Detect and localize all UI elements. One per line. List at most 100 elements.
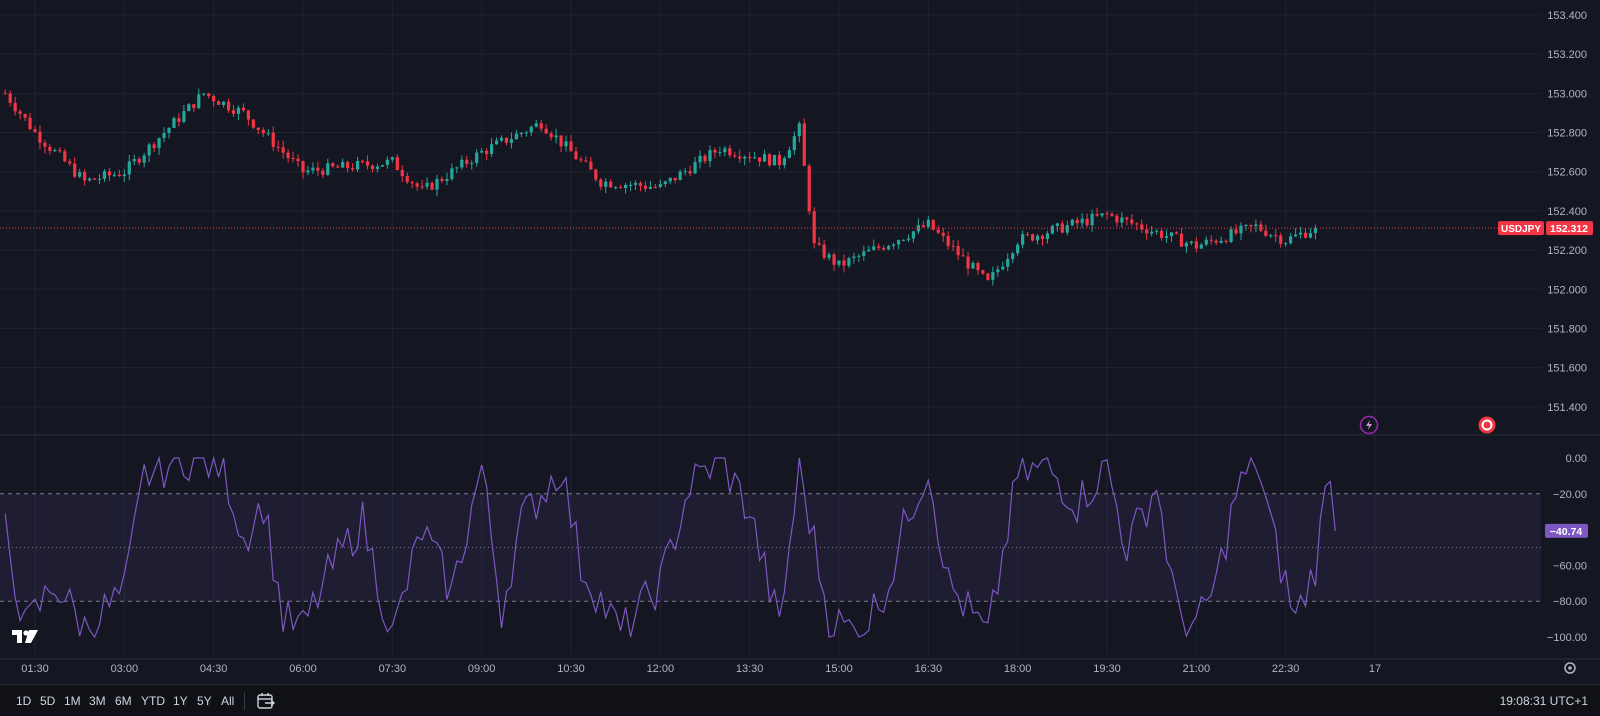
time-axis-label: 01:30 — [21, 663, 49, 675]
candle-up — [341, 161, 345, 168]
candle-down — [812, 211, 816, 244]
candle-down — [1030, 234, 1035, 241]
candle-down — [757, 157, 762, 162]
indicator-axis-label: −100.00 — [1547, 632, 1587, 644]
range-button-6m[interactable]: 6M — [115, 694, 132, 708]
candle-up — [797, 123, 801, 137]
candle-down — [440, 178, 444, 181]
candle-down — [420, 186, 424, 188]
candle-down — [92, 178, 97, 180]
time-axis-label: 22:30 — [1272, 663, 1300, 675]
candle-down — [246, 110, 251, 120]
time-axis-label: 07:30 — [379, 663, 407, 675]
candle-up — [97, 178, 102, 180]
candle-up — [1184, 243, 1189, 247]
candle-down — [817, 243, 821, 245]
candle-down — [1110, 213, 1114, 216]
candle-down — [1234, 229, 1238, 234]
candle-up — [753, 157, 757, 159]
candle-down — [301, 161, 305, 173]
candle-down — [609, 181, 613, 188]
range-button-all[interactable]: All — [221, 694, 235, 708]
candle-up — [1035, 235, 1040, 241]
candle-up — [1150, 231, 1154, 234]
chart-canvas[interactable]: 153.400 153.200 153.000 152.800 152.600 152.4… — [0, 0, 1600, 684]
candle-up — [698, 155, 702, 163]
candle-up — [489, 144, 494, 154]
candle-down — [767, 154, 772, 166]
candles — [0, 88, 1541, 286]
candle-down — [117, 174, 121, 177]
candle-up — [1289, 236, 1293, 244]
range-button-1y[interactable]: 1Y — [173, 694, 188, 708]
candle-down — [569, 141, 573, 152]
candle-down — [1040, 235, 1045, 240]
candle-down — [807, 165, 811, 212]
price-axis-label: 152.400 — [1547, 206, 1587, 218]
time-axis-label: 19:30 — [1093, 663, 1121, 675]
candle-up — [390, 157, 394, 160]
candle-down — [584, 160, 588, 162]
candle-down — [43, 142, 47, 147]
symbol-badge — [1498, 221, 1544, 236]
candle-down — [1145, 229, 1149, 234]
price-axis-label: 153.200 — [1547, 49, 1587, 61]
candle-down — [23, 113, 27, 118]
range-button-3m[interactable]: 3M — [89, 694, 106, 708]
price-axis-label: 152.200 — [1547, 245, 1587, 257]
candle-up — [837, 260, 841, 265]
candle-up — [1298, 232, 1303, 235]
candle-up — [470, 163, 474, 165]
candle-up — [847, 258, 851, 266]
candle-down — [1274, 235, 1278, 237]
candle-up — [628, 184, 633, 186]
candle-down — [877, 246, 881, 248]
lightning-icon[interactable] — [1359, 415, 1379, 435]
bottom-toolbar: 1D 5D 1M 3M 6M YTD 1Y 5Y All 19:08:31 UT… — [0, 684, 1600, 716]
candle-up — [867, 249, 871, 252]
candle-down — [73, 163, 77, 177]
range-button-5y[interactable]: 5Y — [197, 694, 212, 708]
range-button-ytd[interactable]: YTD — [141, 694, 165, 708]
candle-down — [33, 129, 37, 132]
candle-up — [1011, 253, 1015, 259]
candle-down — [951, 245, 955, 247]
candle-down — [713, 149, 717, 153]
range-button-1d[interactable]: 1D — [16, 694, 32, 708]
candle-down — [360, 160, 365, 162]
candle-down — [1179, 233, 1184, 247]
candle-up — [53, 150, 57, 152]
candle-down — [1264, 230, 1268, 236]
last-price-label: 152.312 — [1550, 223, 1588, 235]
candle-down — [465, 159, 469, 164]
candle-up — [266, 132, 270, 134]
candle-up — [480, 150, 484, 153]
candle-down — [18, 111, 22, 114]
candle-up — [380, 165, 385, 167]
settings-gear-icon[interactable] — [1564, 662, 1576, 674]
candle-up — [708, 149, 712, 162]
candle-up — [524, 132, 528, 134]
candle-down — [882, 247, 886, 250]
candle-up — [147, 144, 151, 156]
candle-down — [58, 150, 62, 152]
candle-down — [291, 158, 295, 160]
range-button-1m[interactable]: 1M — [64, 694, 81, 708]
candle-down — [207, 93, 211, 96]
candle-down — [192, 104, 196, 109]
time-axis-label: 18:00 — [1004, 663, 1032, 675]
candle-up — [604, 181, 608, 187]
candle-up — [1016, 244, 1020, 254]
range-button-5d[interactable]: 5D — [40, 694, 56, 708]
indicator-axis-label: 0.00 — [1566, 453, 1587, 465]
candle-down — [544, 128, 548, 134]
candle-down — [400, 170, 404, 177]
calendar-goto-icon[interactable] — [256, 691, 276, 711]
candle-down — [986, 273, 990, 280]
candle-up — [787, 150, 791, 159]
candle-down — [946, 235, 950, 246]
candle-up — [782, 158, 787, 166]
candle-down — [748, 156, 752, 159]
record-icon[interactable] — [1478, 416, 1496, 434]
badges: USDJPY 152.312 −40.74 — [1498, 221, 1593, 538]
